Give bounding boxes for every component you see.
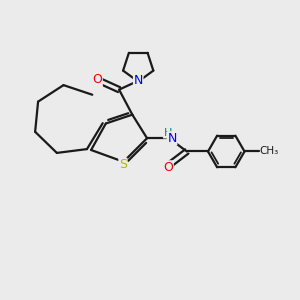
Text: CH₃: CH₃ (260, 146, 279, 157)
Text: O: O (92, 74, 102, 86)
Text: S: S (119, 158, 127, 171)
Text: N: N (167, 132, 177, 145)
Text: O: O (163, 161, 173, 174)
Text: N: N (134, 74, 143, 87)
Text: H: H (164, 128, 172, 138)
